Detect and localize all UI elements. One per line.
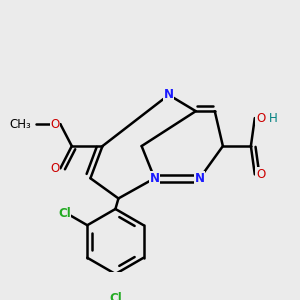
Text: O: O (50, 118, 60, 130)
Text: N: N (150, 172, 160, 185)
Text: O: O (256, 112, 266, 124)
Text: CH₃: CH₃ (9, 118, 31, 130)
Text: N: N (195, 172, 205, 185)
Text: H: H (269, 112, 278, 124)
Text: O: O (256, 168, 266, 181)
Text: Cl: Cl (58, 206, 71, 220)
Text: Cl: Cl (109, 292, 122, 300)
Text: N: N (164, 88, 174, 101)
Text: O: O (50, 162, 60, 175)
